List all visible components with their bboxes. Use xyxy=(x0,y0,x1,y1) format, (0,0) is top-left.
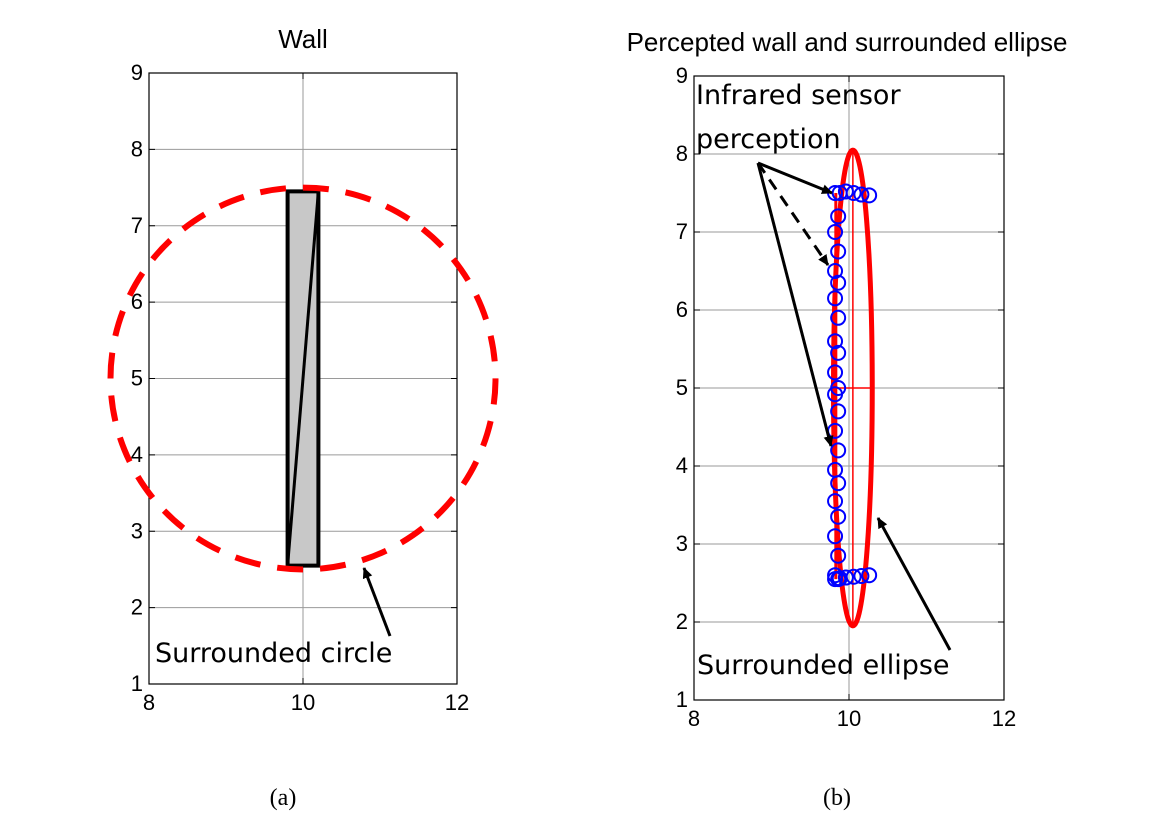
y-tick-label: 4 xyxy=(676,453,688,478)
y-tick-label: 8 xyxy=(676,141,688,166)
panel-b-data-layer xyxy=(827,147,878,629)
y-tick-label: 2 xyxy=(676,609,688,634)
sensor-point xyxy=(827,386,844,403)
sensor-point xyxy=(830,403,847,420)
sensor-point xyxy=(845,185,862,201)
infrared-arrow-dashed xyxy=(756,162,830,266)
y-tick-label: 1 xyxy=(676,687,688,712)
y-tick-label: 7 xyxy=(131,213,143,238)
y-tick-label: 6 xyxy=(131,289,143,314)
surrounded-circle-arrow xyxy=(362,567,392,637)
surrounded-ellipse-arrow xyxy=(876,517,952,651)
infrared-sensor-label-line2: perception xyxy=(696,124,841,155)
x-tick-label: 10 xyxy=(291,690,315,715)
panel-a-data-layer xyxy=(107,184,499,573)
y-tick-label: 1 xyxy=(131,671,143,696)
wall-diagonal xyxy=(286,191,320,566)
y-tick-label: 7 xyxy=(676,219,688,244)
sensor-point xyxy=(827,364,844,381)
sensor-point xyxy=(827,290,844,307)
y-tick-label: 8 xyxy=(131,136,143,161)
infrared-arrow-top xyxy=(757,161,833,195)
x-tick-label: 12 xyxy=(992,706,1016,731)
panel-a-title: Wall xyxy=(278,24,328,54)
sensor-point xyxy=(830,243,847,260)
x-tick-label: 12 xyxy=(445,690,469,715)
y-tick-label: 6 xyxy=(676,297,688,322)
sensor-point xyxy=(861,567,878,584)
y-tick-label: 3 xyxy=(676,531,688,556)
y-tick-label: 5 xyxy=(676,375,688,400)
x-tick-label: 8 xyxy=(688,706,700,731)
sensor-point xyxy=(827,528,844,545)
sensor-point xyxy=(830,344,847,361)
panel-a-caption: (a) xyxy=(270,785,297,811)
surrounded-circle-label: Surrounded circle xyxy=(155,638,392,669)
sensor-point xyxy=(830,547,847,564)
sensor-point xyxy=(827,224,844,240)
sensor-point xyxy=(830,208,847,225)
sensor-point xyxy=(830,508,847,525)
surrounded-ellipse-label: Surrounded ellipse xyxy=(697,650,950,681)
sensor-point xyxy=(853,567,870,584)
sensor-point xyxy=(853,186,870,203)
sensor-point xyxy=(830,274,847,291)
panel-b-title: Percepted wall and surrounded ellipse xyxy=(627,27,1068,57)
sensor-point xyxy=(827,333,844,350)
panel-b-caption: (b) xyxy=(823,785,851,811)
x-tick-label: 10 xyxy=(837,706,861,731)
y-tick-label: 3 xyxy=(131,518,143,543)
infrared-sensor-label-line1: Infrared sensor xyxy=(696,80,901,111)
sensor-point xyxy=(837,569,854,586)
y-tick-label: 5 xyxy=(131,366,143,391)
sensor-point xyxy=(830,475,847,492)
sensor-point xyxy=(861,187,878,204)
infrared-arrow-long xyxy=(756,162,834,447)
sensor-point xyxy=(827,263,844,279)
x-tick-label: 8 xyxy=(143,690,155,715)
sensor-point xyxy=(830,442,847,459)
sensor-point xyxy=(845,568,862,585)
sensor-point xyxy=(837,183,854,200)
y-tick-label: 9 xyxy=(676,63,688,88)
sensor-point xyxy=(827,493,844,510)
sensor-point xyxy=(830,309,847,326)
y-tick-label: 9 xyxy=(131,60,143,85)
surrounded-circle xyxy=(107,184,499,573)
y-tick-label: 4 xyxy=(131,442,143,467)
y-tick-label: 2 xyxy=(131,595,143,620)
